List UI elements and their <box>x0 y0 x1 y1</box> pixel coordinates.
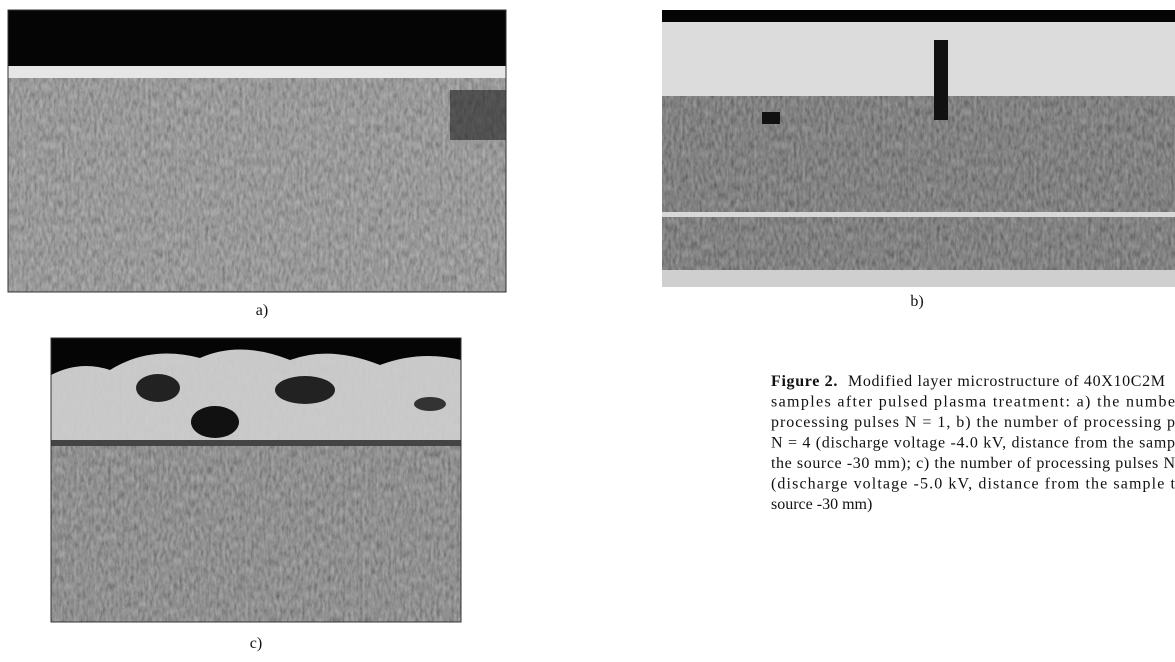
caption-text: Modified layer microstructure of 40X10C2… <box>848 373 1165 390</box>
micrograph-a <box>8 10 506 292</box>
caption-label: Figure 2. <box>771 373 837 390</box>
caption-line: the source -30 mm); c) the number of pro… <box>771 455 1175 472</box>
caption-line: processing pulses N = 1, b) the number o… <box>771 414 1175 431</box>
caption-line: source -30 mm) <box>771 496 872 513</box>
micrograph-b <box>662 10 1175 287</box>
panel-label: c) <box>250 635 262 652</box>
caption-line: samples after pulsed plasma treatment: a… <box>771 394 1175 411</box>
figure: a) b) c) Figure 2. Modified layer microst… <box>0 0 1175 657</box>
page: {"figure": { "panels": [{"label": "a)"},… <box>0 0 1175 657</box>
micrograph-c <box>51 338 461 622</box>
caption-line: (discharge voltage -5.0 kV, distance fro… <box>771 476 1175 493</box>
caption-line: Figure 2. Modified layer microstructure o… <box>771 373 1165 390</box>
caption: Figure 2. Modified layer microstructure o… <box>771 373 1175 513</box>
panel-label: a) <box>256 302 268 319</box>
caption-line: N = 4 (discharge voltage -4.0 kV, distan… <box>771 435 1175 452</box>
panel-label: b) <box>910 293 923 310</box>
